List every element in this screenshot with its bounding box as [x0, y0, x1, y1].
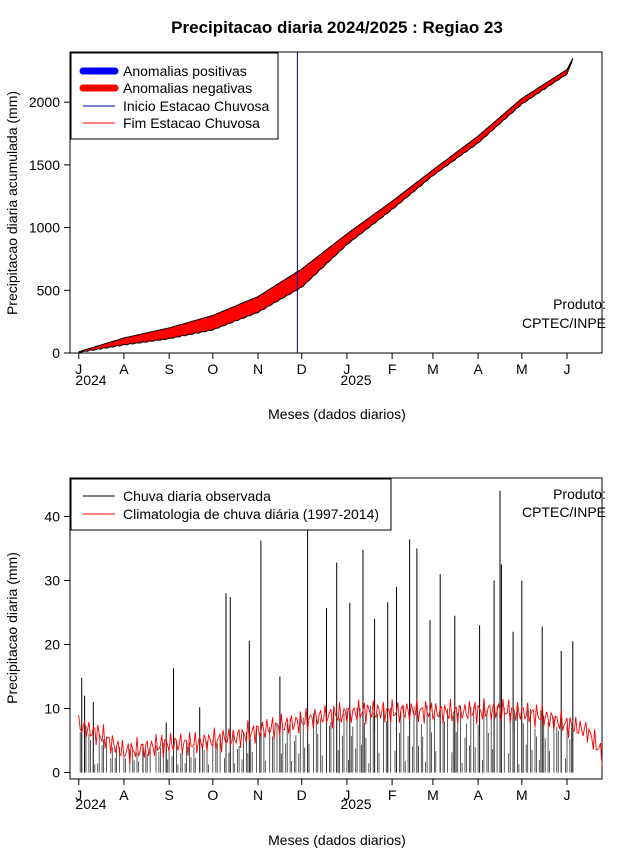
- chart-title: Precipitacao diaria 2024/2025 : Regiao 2…: [171, 18, 503, 37]
- bottom-y-tick-label: 30: [44, 572, 60, 588]
- top-x-tick-label: M: [427, 361, 439, 377]
- top-plot-frame: [69, 51, 603, 354]
- top-x-axis-title: Meses (dados diarios): [268, 406, 406, 422]
- bottom-legend-box: [70, 478, 392, 531]
- bottom-y-axis: 0 10 20 30 40: [44, 508, 70, 781]
- legend-label-negative: Anomalias negativas: [123, 80, 252, 96]
- top-x-tick-label: N: [253, 361, 263, 377]
- bottom-x-tick-label: A: [473, 787, 483, 803]
- top-x-tick-label: A: [473, 361, 483, 377]
- legend-label-observed: Chuva diaria observada: [123, 488, 271, 504]
- climatology-cumulative-line: [78, 58, 574, 353]
- top-y-tick-label: 1500: [29, 157, 60, 173]
- bottom-product-label: Produto:: [553, 486, 606, 502]
- top-year-label-2024: 2024: [75, 372, 106, 388]
- bottom-x-tick-label: M: [516, 787, 528, 803]
- top-x-tick-label: J: [564, 361, 571, 377]
- bottom-y-axis-title: Precipitacao diaria (mm): [4, 552, 20, 704]
- bottom-y-tick-label: 10: [44, 701, 60, 717]
- top-y-tick-label: 1000: [29, 220, 60, 236]
- climatology-daily-line: [78, 698, 603, 766]
- daily-panel: 0 10 20 30 40 J A S O N D J F M A M J 2024 2025 Meses (…: [4, 477, 606, 848]
- top-year-label-2025: 2025: [340, 372, 371, 388]
- bottom-year-label-2024: 2024: [75, 796, 106, 812]
- bottom-y-tick-label: 0: [52, 765, 60, 781]
- top-legend-box: [70, 52, 279, 140]
- top-x-tick-label: D: [297, 361, 307, 377]
- bottom-x-tick-label: A: [119, 787, 129, 803]
- top-x-tick-label: F: [388, 361, 397, 377]
- bottom-x-tick-label: J: [564, 787, 571, 803]
- top-y-tick-label: 2000: [29, 94, 60, 110]
- anomaly-area-layer: [78, 58, 574, 354]
- bottom-y-tick-label: 40: [44, 508, 60, 524]
- climatology-line-layer: [78, 698, 603, 766]
- top-product-source: CPTEC/INPE: [522, 315, 606, 331]
- bottom-x-tick-label: J: [75, 787, 82, 803]
- bottom-x-tick-label: D: [297, 787, 307, 803]
- top-x-tick-label: A: [119, 361, 129, 377]
- bottom-year-label-2025: 2025: [340, 796, 371, 812]
- bottom-x-tick-label: N: [253, 787, 263, 803]
- bottom-legend: Chuva diaria observada Climatologia de c…: [70, 478, 392, 531]
- bottom-x-tick-label: S: [164, 787, 173, 803]
- observed-cumulative-line: [78, 58, 574, 354]
- top-x-tick-label: J: [75, 361, 82, 377]
- bottom-y-tick-label: 20: [44, 637, 60, 653]
- legend-label-rainy-end: Fim Estacao Chuvosa: [123, 115, 260, 131]
- top-product-label: Produto:: [553, 296, 606, 312]
- top-x-tick-label: S: [164, 361, 173, 377]
- top-x-tick-label: M: [516, 361, 528, 377]
- observed-bars-layer: [79, 490, 574, 773]
- legend-label-climatology: Climatologia de chuva diária (1997-2014): [123, 506, 379, 522]
- bottom-product-source: CPTEC/INPE: [522, 504, 606, 520]
- top-legend: Anomalias positivas Anomalias negativas …: [70, 52, 279, 140]
- top-y-axis-title: Precipitacao diaria acumulada (mm): [4, 91, 20, 315]
- bottom-x-tick-label: M: [427, 787, 439, 803]
- bottom-plot-frame: [69, 477, 603, 780]
- bottom-x-tick-label: O: [207, 787, 218, 803]
- bottom-x-tick-label: F: [388, 787, 397, 803]
- top-x-tick-label: J: [343, 361, 350, 377]
- top-x-tick-label: O: [207, 361, 218, 377]
- top-y-tick-label: 0: [52, 345, 60, 361]
- top-y-tick-label: 500: [37, 282, 61, 298]
- legend-label-rainy-start: Inicio Estacao Chuvosa: [123, 98, 270, 114]
- top-y-axis: 0 500 1000 1500 2000: [29, 94, 70, 361]
- legend-label-positive: Anomalias positivas: [123, 63, 247, 79]
- bottom-x-axis-title: Meses (dados diarios): [268, 832, 406, 848]
- bottom-x-tick-label: J: [343, 787, 350, 803]
